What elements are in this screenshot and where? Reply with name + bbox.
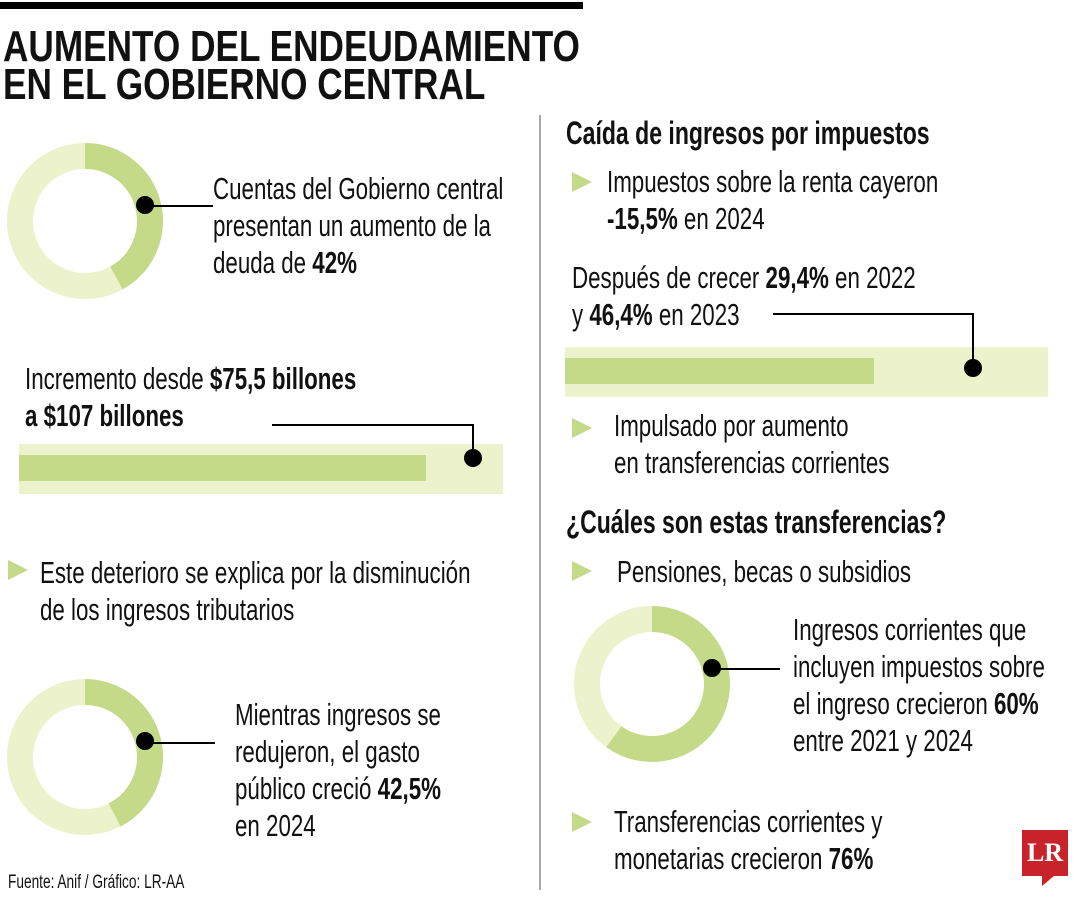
donut-chart-1 [7, 143, 163, 299]
donut1-text: Cuentas del Gobierno central presentan u… [213, 171, 504, 280]
donut-segment-value [84, 679, 163, 827]
leader-line [773, 313, 973, 315]
bullet-triangle-icon [572, 812, 592, 832]
marker-dot [136, 196, 154, 214]
bullet-triangle-icon [572, 172, 592, 192]
bullet-triangle-icon [572, 418, 592, 438]
lr-logo: LR [1022, 830, 1068, 886]
source-footer: Fuente: Anif / Gráfico: LR-AA [8, 872, 185, 893]
marker-dot [964, 359, 982, 377]
logo-tail [1042, 876, 1054, 886]
donut-segment-rest [574, 606, 653, 748]
page-title: AUMENTO DEL ENDEUDAMIENTO EN EL GOBIERNO… [3, 22, 580, 109]
bullet-text: Impuestos sobre la renta cayeron -15,5% … [607, 164, 939, 236]
leader-line [472, 424, 474, 458]
section-heading: Caída de ingresos por impuestos [566, 115, 930, 151]
bar2-fill [565, 358, 875, 384]
marker-dot [464, 449, 482, 467]
bullet-triangle-icon [572, 561, 592, 581]
leader-line [972, 313, 974, 368]
donut-segment-rest [7, 143, 123, 299]
marker-dot [136, 732, 154, 750]
bullet-text: Este deterioro se explica por la disminu… [40, 555, 471, 627]
section-heading: ¿Cuáles son estas transferencias? [566, 504, 947, 540]
leader-line [718, 668, 780, 670]
bar1-fill [19, 455, 426, 481]
bullet-text: Impulsado por aumento en transferencias … [614, 408, 890, 480]
donut-segment-value [606, 606, 730, 762]
bullet-text: Pensiones, becas o subsidios [617, 554, 912, 589]
donut-chart-2 [7, 679, 163, 835]
donut-chart-3 [574, 606, 730, 762]
bar2-text: Después de crecer 29,4% en 2022 y 46,4% … [572, 260, 916, 332]
bar1-text: Incremento desde $75,5 billones a $107 b… [25, 361, 357, 433]
top-rule [0, 2, 583, 9]
bullet-text: Transferencias corrientes y monetarias c… [614, 804, 883, 876]
leader-line [272, 424, 473, 426]
leader-line [150, 205, 213, 207]
donut-segment-rest [7, 679, 121, 835]
column-divider [539, 115, 541, 890]
marker-dot [703, 659, 721, 677]
donut-segment-value [84, 143, 163, 290]
donut2-text: Mientras ingresos se redujeron, el gasto… [235, 697, 441, 843]
bullet-triangle-icon [8, 560, 28, 580]
donut3-text: Ingresos corrientes que incluyen impuest… [793, 612, 1045, 758]
leader-line [150, 742, 215, 744]
